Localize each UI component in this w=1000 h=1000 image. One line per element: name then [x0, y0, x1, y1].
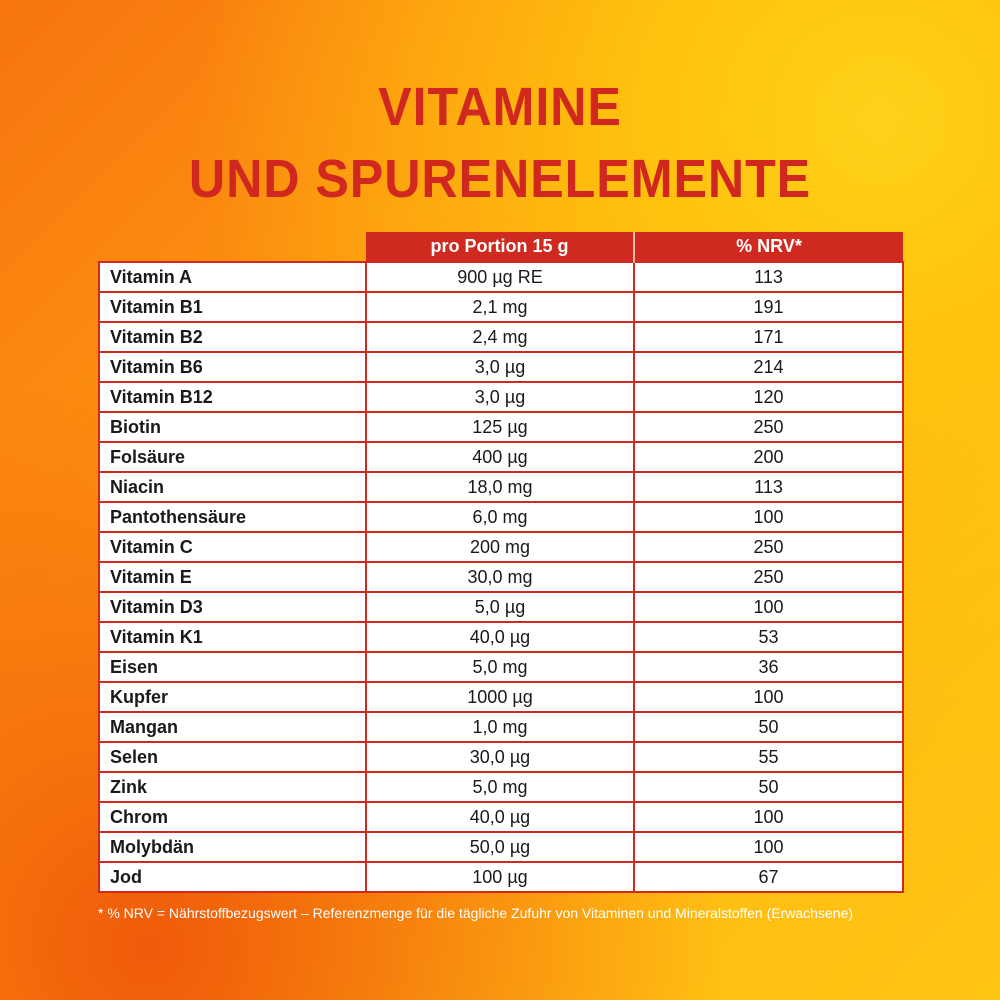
nutrient-name: Zink: [98, 771, 367, 803]
nrv-percent: 250: [633, 531, 904, 563]
table-row: Folsäure 400 µg 200: [98, 441, 904, 473]
nutrient-name: Chrom: [98, 801, 367, 833]
nrv-percent: 171: [633, 321, 904, 353]
nutrient-name: Biotin: [98, 411, 367, 443]
table-row: Vitamin C 200 mg 250: [98, 531, 904, 563]
amount-per-portion: 5,0 µg: [365, 591, 635, 623]
nrv-percent: 100: [633, 681, 904, 713]
nrv-percent: 67: [633, 861, 904, 893]
amount-per-portion: 50,0 µg: [365, 831, 635, 863]
nutrient-name: Vitamin B1: [98, 291, 367, 323]
amount-per-portion: 3,0 µg: [365, 351, 635, 383]
header-portion: pro Portion 15 g: [366, 232, 635, 262]
nrv-percent: 50: [633, 711, 904, 743]
table-row: Mangan 1,0 mg 50: [98, 711, 904, 743]
amount-per-portion: 40,0 µg: [365, 621, 635, 653]
nutrient-name: Vitamin B6: [98, 351, 367, 383]
nrv-percent: 100: [633, 831, 904, 863]
nrv-percent: 250: [633, 561, 904, 593]
table-header-row: pro Portion 15 g % NRV*: [99, 232, 903, 262]
amount-per-portion: 1,0 mg: [365, 711, 635, 743]
table-row: Vitamin B6 3,0 µg 214: [98, 351, 904, 383]
amount-per-portion: 400 µg: [365, 441, 635, 473]
table-row: Selen 30,0 µg 55: [98, 741, 904, 773]
table-row: Chrom 40,0 µg 100: [98, 801, 904, 833]
table-row: Vitamin B1 2,1 mg 191: [98, 291, 904, 323]
amount-per-portion: 900 µg RE: [365, 261, 635, 293]
nutrient-name: Vitamin B12: [98, 381, 367, 413]
nrv-percent: 100: [633, 801, 904, 833]
page-title-line2: UND SPURENELEMENTE: [188, 149, 812, 209]
nrv-percent: 250: [633, 411, 904, 443]
amount-per-portion: 3,0 µg: [365, 381, 635, 413]
table-row: Pantothensäure 6,0 mg 100: [98, 501, 904, 533]
nutrient-name: Kupfer: [98, 681, 367, 713]
amount-per-portion: 18,0 mg: [365, 471, 635, 503]
nrv-percent: 113: [633, 261, 904, 293]
table-row: Biotin 125 µg 250: [98, 411, 904, 443]
nutrient-name: Mangan: [98, 711, 367, 743]
nutrient-name: Selen: [98, 741, 367, 773]
table-row: Vitamin B12 3,0 µg 120: [98, 381, 904, 413]
table-row: Vitamin K1 40,0 µg 53: [98, 621, 904, 653]
amount-per-portion: 5,0 mg: [365, 771, 635, 803]
amount-per-portion: 125 µg: [365, 411, 635, 443]
nrv-percent: 55: [633, 741, 904, 773]
amount-per-portion: 2,4 mg: [365, 321, 635, 353]
nrv-percent: 113: [633, 471, 904, 503]
table-row: Vitamin A 900 µg RE 113: [98, 261, 904, 293]
footnote: * % NRV = Nährstoffbezugswert – Referenz…: [98, 905, 853, 921]
header-nrv: % NRV*: [634, 232, 903, 262]
nrv-percent: 36: [633, 651, 904, 683]
header-blank-cell: [99, 232, 366, 262]
nrv-percent: 100: [633, 591, 904, 623]
amount-per-portion: 30,0 µg: [365, 741, 635, 773]
page-title-line1: VITAMINE: [378, 77, 622, 137]
amount-per-portion: 1000 µg: [365, 681, 635, 713]
table-row: Vitamin D3 5,0 µg 100: [98, 591, 904, 623]
table-row: Niacin 18,0 mg 113: [98, 471, 904, 503]
nutrient-name: Vitamin E: [98, 561, 367, 593]
amount-per-portion: 200 mg: [365, 531, 635, 563]
amount-per-portion: 100 µg: [365, 861, 635, 893]
nutrient-name: Vitamin K1: [98, 621, 367, 653]
nutrition-table-wrapper: pro Portion 15 g % NRV* Vitamin A 900 µg …: [98, 232, 904, 893]
nutrient-name: Vitamin C: [98, 531, 367, 563]
nrv-percent: 214: [633, 351, 904, 383]
nrv-percent: 53: [633, 621, 904, 653]
nutrient-name: Jod: [98, 861, 367, 893]
nutrient-name: Vitamin B2: [98, 321, 367, 353]
table-row: Zink 5,0 mg 50: [98, 771, 904, 803]
nutrition-table: pro Portion 15 g % NRV* Vitamin A 900 µg …: [98, 232, 904, 893]
amount-per-portion: 30,0 mg: [365, 561, 635, 593]
table-row: Eisen 5,0 mg 36: [98, 651, 904, 683]
table-row: Kupfer 1000 µg 100: [98, 681, 904, 713]
nutrient-name: Vitamin D3: [98, 591, 367, 623]
table-body: Vitamin A 900 µg RE 113 Vitamin B1 2,1 mg 191…: [98, 261, 904, 893]
nutrient-name: Eisen: [98, 651, 367, 683]
nutrient-name: Folsäure: [98, 441, 367, 473]
nrv-percent: 50: [633, 771, 904, 803]
amount-per-portion: 6,0 mg: [365, 501, 635, 533]
nrv-percent: 120: [633, 381, 904, 413]
table-row: Molybdän 50,0 µg 100: [98, 831, 904, 863]
nutrient-name: Molybdän: [98, 831, 367, 863]
table-row: Jod 100 µg 67: [98, 861, 904, 893]
table-row: Vitamin B2 2,4 mg 171: [98, 321, 904, 353]
nutrient-name: Vitamin A: [98, 261, 367, 293]
nrv-percent: 191: [633, 291, 904, 323]
nutrient-name: Niacin: [98, 471, 367, 503]
amount-per-portion: 2,1 mg: [365, 291, 635, 323]
table-row: Vitamin E 30,0 mg 250: [98, 561, 904, 593]
nutrient-name: Pantothensäure: [98, 501, 367, 533]
nrv-percent: 100: [633, 501, 904, 533]
amount-per-portion: 40,0 µg: [365, 801, 635, 833]
amount-per-portion: 5,0 mg: [365, 651, 635, 683]
nrv-percent: 200: [633, 441, 904, 473]
